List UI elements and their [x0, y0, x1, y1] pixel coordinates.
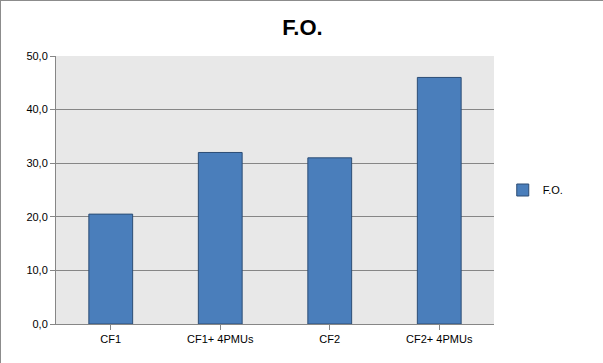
svg-text:50,0: 50,0 [26, 50, 47, 62]
svg-text:0,0: 0,0 [33, 318, 48, 330]
svg-text:20,0: 20,0 [26, 211, 47, 223]
svg-text:40,0: 40,0 [26, 103, 47, 115]
svg-text:CF1: CF1 [100, 333, 121, 345]
svg-text:CF2: CF2 [319, 333, 340, 345]
svg-text:30,0: 30,0 [26, 157, 47, 169]
svg-text:CF1+ 4PMUs: CF1+ 4PMUs [187, 333, 254, 345]
svg-text:CF2+ 4PMUs: CF2+ 4PMUs [406, 333, 473, 345]
svg-text:F.O.: F.O. [543, 184, 563, 196]
svg-text:F.O.: F.O. [282, 15, 322, 40]
svg-text:10,0: 10,0 [26, 264, 47, 276]
